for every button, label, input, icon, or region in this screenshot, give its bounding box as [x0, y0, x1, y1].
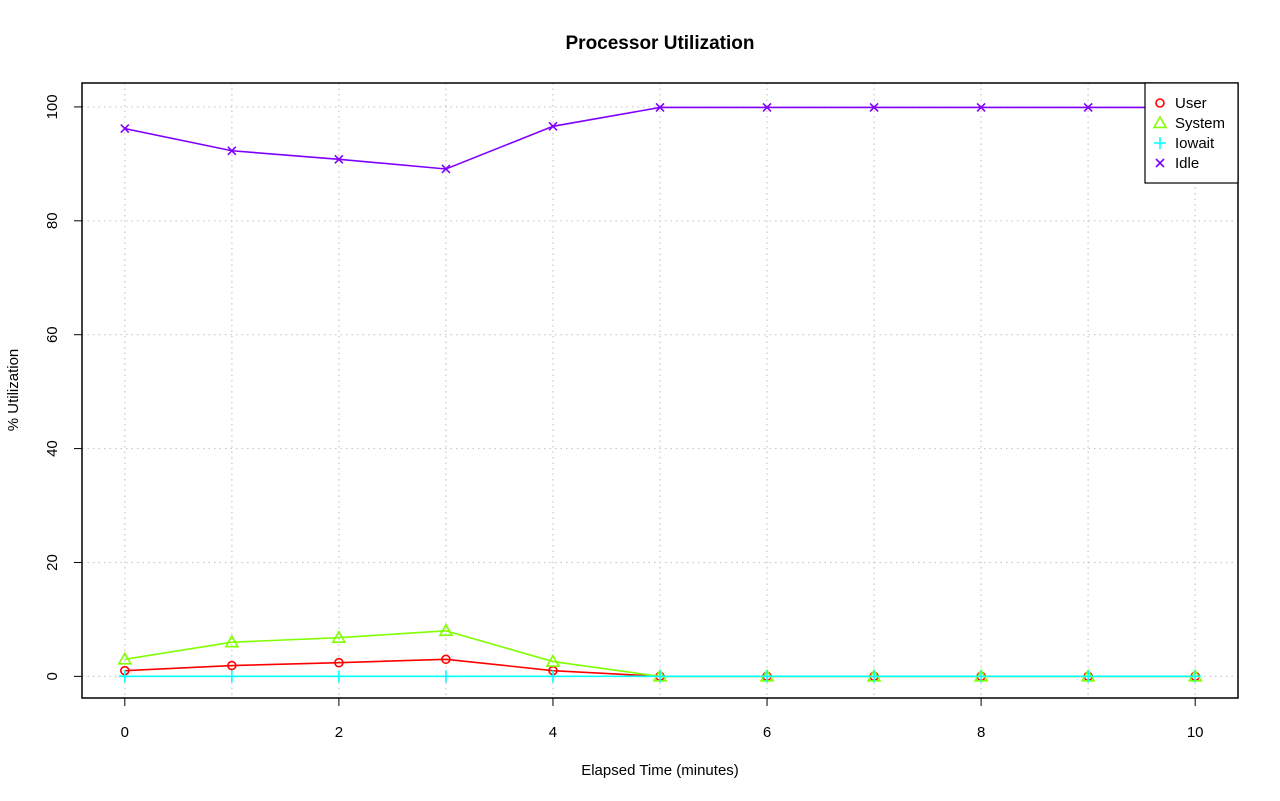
data-point-iowait	[439, 670, 452, 683]
data-point-iowait	[654, 670, 666, 683]
grid	[82, 83, 1238, 698]
data-point-idle	[334, 154, 344, 164]
data-point-user	[227, 660, 237, 671]
data-point-iowait	[1082, 670, 1095, 683]
y-tick-label: 60	[44, 326, 61, 343]
x-tick-label: 0	[121, 724, 129, 741]
data-point-iowait	[868, 670, 881, 683]
x-tick-label: 2	[335, 724, 343, 741]
x-tick-label: 4	[549, 724, 557, 741]
data-point-iowait	[225, 670, 238, 683]
data-point-idle	[227, 146, 237, 156]
y-tick-label: 0	[44, 672, 61, 680]
data-point-idle	[548, 121, 558, 131]
data-point-system	[224, 634, 240, 648]
data-point-user	[441, 654, 451, 665]
legend: User System Iowait Idle	[1144, 82, 1239, 184]
y-axis-label: % Utilization	[5, 349, 22, 432]
legend-label-system: System	[1175, 115, 1225, 132]
data-point-system	[545, 653, 561, 667]
y-tick-label: 80	[44, 212, 61, 229]
legend-label-user: User	[1175, 95, 1207, 112]
chart-title: Processor Utilization	[566, 33, 755, 54]
legend-marker-iowait	[1154, 137, 1166, 149]
legend-label-iowait: Iowait	[1175, 135, 1215, 152]
x-tick-label: 10	[1187, 724, 1204, 741]
y-tick-label: 100	[44, 94, 61, 119]
series-layer	[117, 102, 1203, 683]
data-point-iowait	[332, 670, 345, 683]
data-point-idle	[762, 102, 772, 113]
legend-marker-system	[1152, 115, 1168, 129]
legend-label-idle: Idle	[1175, 155, 1199, 172]
data-point-iowait	[761, 670, 774, 683]
data-point-system	[438, 623, 454, 637]
data-point-idle	[441, 164, 451, 174]
data-point-system	[117, 651, 133, 665]
data-point-system	[331, 630, 347, 643]
x-tick-label: 8	[977, 724, 985, 741]
x-axis-label: Elapsed Time (minutes)	[581, 762, 739, 779]
data-point-idle	[655, 102, 665, 113]
legend-marker-user	[1155, 98, 1165, 108]
data-point-idle	[976, 102, 986, 113]
series-iowait	[118, 670, 1202, 683]
data-point-idle	[1083, 102, 1093, 113]
x-tick-label: 6	[763, 724, 771, 741]
data-point-iowait	[975, 670, 988, 683]
data-point-iowait	[546, 670, 559, 683]
legend-marker-idle	[1155, 158, 1165, 168]
plot-area-border	[81, 82, 1239, 699]
y-tick-label: 20	[44, 554, 61, 571]
y-tick-label: 40	[44, 440, 61, 457]
data-point-idle	[869, 102, 879, 113]
data-point-iowait	[118, 670, 131, 683]
series-idle	[120, 102, 1200, 174]
data-point-user	[334, 657, 344, 668]
data-point-iowait	[1189, 670, 1202, 683]
data-point-idle	[120, 123, 130, 134]
